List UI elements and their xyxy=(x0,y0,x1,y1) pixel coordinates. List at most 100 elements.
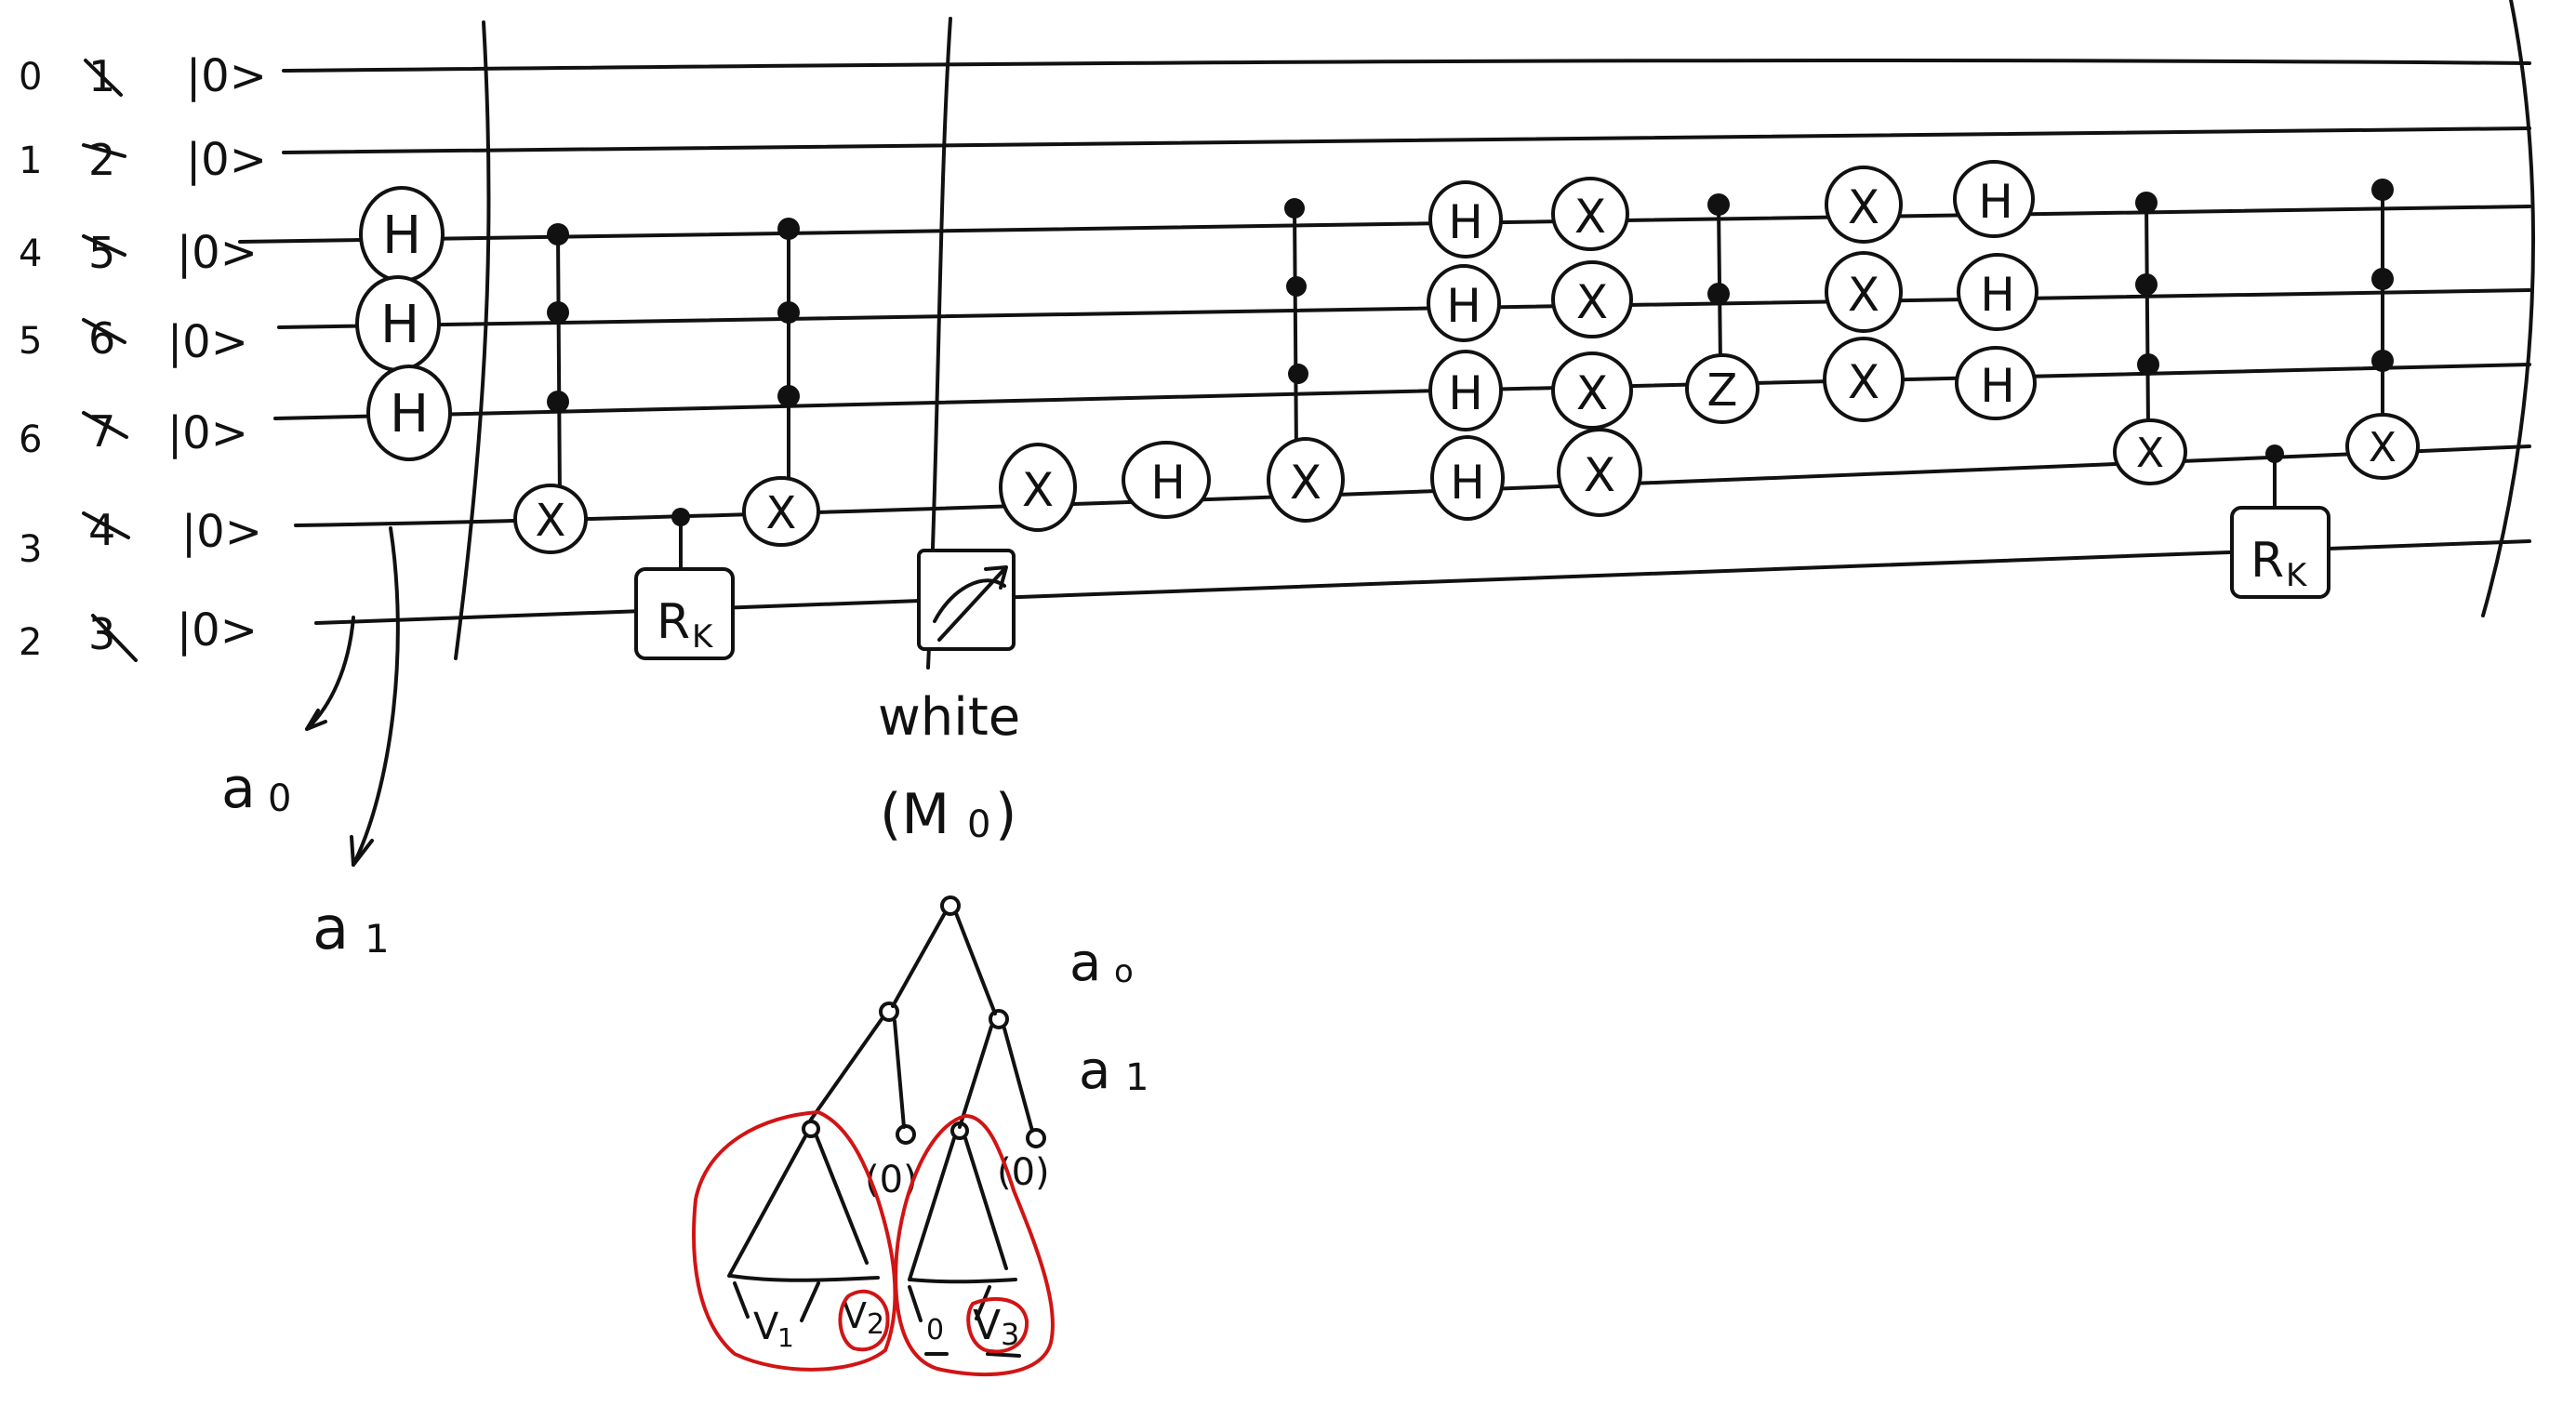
rk-gate-subscript: K xyxy=(2286,557,2308,594)
barriers xyxy=(454,0,2535,670)
hadamard-gate: H xyxy=(1122,441,1211,519)
control-dot xyxy=(1284,198,1305,219)
wire-ket-3: |0> xyxy=(181,506,262,558)
red-group-v2 xyxy=(838,1289,890,1352)
x-gate: X xyxy=(1551,352,1633,430)
wire-3 xyxy=(294,444,2531,527)
control-dot xyxy=(1288,364,1308,384)
wire-labels: 0 1 |0> 1 2 |0> 4 5 |0> 5 6 |0> 6 7 |0> … xyxy=(19,50,267,664)
wire-index-2: 2 xyxy=(19,621,42,664)
control-dot xyxy=(2135,273,2158,296)
wire-ket-5: |0> xyxy=(167,316,248,368)
control-dot xyxy=(1707,283,1730,305)
hadamard-gate: H xyxy=(1428,350,1503,431)
wire-index-0: 0 xyxy=(19,56,42,99)
wire-index-1: 1 xyxy=(19,139,42,182)
svg-text:H: H xyxy=(1446,279,1481,333)
svg-text:X: X xyxy=(1848,355,1879,409)
strikethrough-6 xyxy=(82,411,128,439)
multi-controlled-z: Z xyxy=(1685,193,1759,424)
wire-old-index-4: 5 xyxy=(88,228,115,278)
strikethrough-4 xyxy=(82,234,126,257)
x-gate: X xyxy=(1551,177,1629,251)
multi-controlled-x-2: X xyxy=(742,218,820,547)
hadamard-gate: H xyxy=(1427,264,1501,342)
label-m0: (M xyxy=(880,782,949,847)
tree-label-a1: a xyxy=(1079,1041,1110,1101)
label-a1-sub: 1 xyxy=(365,916,390,962)
svg-text:H: H xyxy=(380,295,419,355)
svg-text:H: H xyxy=(1448,366,1483,420)
multi-controlled-x-5: X xyxy=(2345,179,2420,480)
controlled-rk-1: R K xyxy=(634,508,735,660)
svg-text:X: X xyxy=(1584,448,1615,502)
strikethrough-1 xyxy=(82,143,126,158)
rk-gate-label: R xyxy=(657,594,690,650)
svg-text:X: X xyxy=(1576,275,1608,329)
wire-index-5: 5 xyxy=(19,320,42,363)
hadamard-column: H H H H xyxy=(1427,180,1505,521)
strikethrough-3 xyxy=(82,511,130,539)
hadamard-gate: H xyxy=(1428,180,1503,259)
qubit-wires xyxy=(238,59,2531,625)
hadamard-column-2: H H H xyxy=(1953,160,2038,420)
wire-5 xyxy=(277,288,2531,329)
barrier-left xyxy=(454,20,491,660)
x-gate: X xyxy=(2113,418,2187,485)
svg-text:X: X xyxy=(536,495,566,547)
hadamard-gate: H xyxy=(1955,346,2037,420)
x-gate: X xyxy=(513,484,588,554)
x-gate: X xyxy=(1557,428,1642,517)
control-dot xyxy=(2265,444,2284,463)
svg-text:X: X xyxy=(2136,430,2164,477)
rk-gate-box xyxy=(2230,506,2330,599)
control-dot xyxy=(2371,268,2394,290)
svg-text:Z: Z xyxy=(1707,365,1738,417)
label-a1: a xyxy=(312,895,349,963)
x-gate: X xyxy=(742,476,820,547)
controlled-rk-2: R K xyxy=(2230,444,2330,599)
tree-leaf-v1-sub: 1 xyxy=(777,1322,794,1353)
svg-text:X: X xyxy=(1848,268,1879,322)
initial-hadamards: H H H xyxy=(355,186,452,461)
wire-index-3: 3 xyxy=(19,528,42,571)
control-dot xyxy=(2137,353,2159,376)
control-dot xyxy=(1286,276,1307,297)
wire-old-index-6: 7 xyxy=(88,406,115,457)
wire-ket-2: |0> xyxy=(177,604,258,657)
label-m0-close: ) xyxy=(995,782,1016,847)
hadamard-gate: H xyxy=(366,365,452,461)
circuit-annotations: a 0 a 1 white (M 0 ) xyxy=(221,526,1020,963)
label-a0: a xyxy=(221,756,256,821)
multi-controlled-x-1: X xyxy=(513,223,588,554)
wire-4 xyxy=(238,205,2531,244)
control-dot xyxy=(547,301,569,324)
measurement-gate xyxy=(917,549,1016,651)
tree-zero-right: (0) xyxy=(997,1151,1050,1194)
svg-text:X: X xyxy=(2369,424,2397,471)
x-column-2: X X X xyxy=(1823,166,1905,422)
svg-text:H: H xyxy=(1978,175,2013,229)
hadamard-gate: H xyxy=(359,186,445,283)
control-dot xyxy=(1707,193,1730,216)
x-gate: X xyxy=(1825,251,1903,333)
red-group-right xyxy=(894,1114,1055,1377)
control-dot xyxy=(777,385,800,407)
x-gate: X xyxy=(999,443,1077,532)
hadamard-gate: H xyxy=(355,275,441,372)
tree-leaf-v3-sub: 3 xyxy=(1001,1317,1019,1352)
x-column-1: X X X X xyxy=(1551,177,1642,517)
control-dot xyxy=(2371,350,2394,372)
hadamard-gate: H xyxy=(1953,160,2035,238)
svg-text:H: H xyxy=(382,206,421,266)
control-dot xyxy=(2371,179,2394,201)
tree-leaf-v2: V xyxy=(843,1295,867,1336)
wire-ket-1: |0> xyxy=(186,134,267,186)
tree-label-a0-sub: o xyxy=(1114,953,1134,990)
wire-1 xyxy=(282,126,2531,154)
hadamard-gate: H xyxy=(1957,253,2038,331)
wire-2 xyxy=(314,539,2531,625)
svg-text:X: X xyxy=(1576,366,1608,420)
svg-text:H: H xyxy=(1450,456,1485,510)
